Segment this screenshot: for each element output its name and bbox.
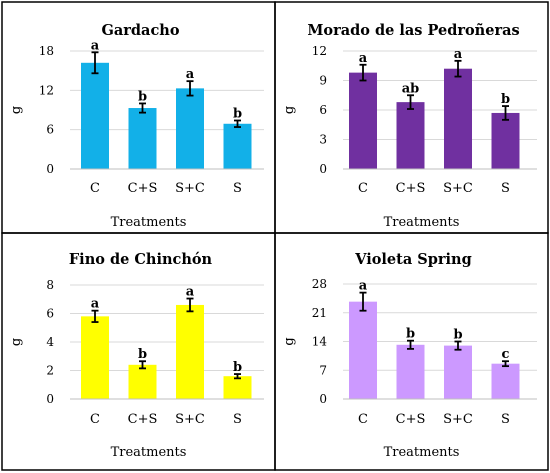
significance-letter: a [91,38,100,53]
x-tick-label: S+C [443,412,473,427]
y-axis-label: g [282,106,297,114]
x-tick-label: C [358,412,368,427]
x-tick-label: S [501,412,510,427]
chart-title: Gardacho [102,22,180,39]
y-tick-label: 6 [46,123,54,137]
bar [444,345,472,399]
x-tick-label: C [358,181,368,196]
y-tick-label: 6 [46,307,54,321]
x-tick-label: C [90,181,100,196]
bar [81,316,109,399]
bar [444,68,472,169]
x-tick-label: C [90,412,100,427]
chart-panel-1: Gardacho 0 6 12 18 g a Cb C+S a S+C b S Treatments [1,1,276,234]
x-tick-label: S [233,412,242,427]
significance-letter: a [186,285,195,300]
y-tick-label: 8 [46,278,54,292]
x-tick-label: S [501,181,510,196]
significance-letter: b [233,106,242,121]
bar [128,108,157,169]
y-tick-label: 0 [319,162,327,176]
y-tick-label: 12 [39,83,54,97]
significance-letter: c [502,347,510,362]
significance-letter: b [453,328,462,343]
x-axis-label: Treatments [111,445,187,460]
y-tick-label: 6 [319,103,327,117]
x-axis-label: Treatments [384,445,460,460]
y-tick-label: 0 [319,392,327,406]
significance-letter: a [359,51,368,66]
y-tick-label: 18 [39,44,54,58]
bar [223,376,252,399]
y-tick-label: 7 [319,363,327,377]
y-tick-label: 3 [319,133,327,147]
significance-letter: b [138,89,147,104]
x-tick-label: C+S [396,412,426,427]
y-axis-label: g [9,106,24,114]
bar [176,88,204,169]
x-tick-label: S+C [175,412,205,427]
chart-title: Morado de las Pedroñeras [307,22,519,39]
panel-border [274,232,549,471]
y-tick-label: 2 [46,364,54,378]
significance-letter: a [91,297,100,312]
y-tick-label: 14 [312,335,328,349]
bar [491,363,520,399]
significance-letter: b [138,347,147,362]
x-tick-label: C+S [128,181,158,196]
y-tick-label: 12 [312,44,327,58]
chart-title: Fino de Chinchón [69,251,213,268]
bar [128,364,157,399]
bar [81,62,109,169]
significance-letter: a [454,47,463,62]
y-tick-label: 21 [312,306,327,320]
x-axis-label: Treatments [384,215,460,230]
bar [491,112,520,169]
x-tick-label: S+C [175,181,205,196]
bar [349,72,377,169]
chart-title: Violeta Spring [354,251,472,268]
significance-letter: ab [402,81,420,96]
bar [349,301,377,399]
x-tick-label: C+S [128,412,158,427]
y-tick-label: 0 [46,162,54,176]
significance-letter: b [406,327,415,342]
y-tick-label: 28 [312,277,327,291]
bar [396,102,425,169]
y-tick-label: 4 [46,335,54,349]
y-axis-label: g [282,337,297,345]
bar [176,304,204,399]
bar [396,344,425,399]
significance-letter: a [359,279,368,294]
y-tick-label: 0 [46,392,54,406]
bar [223,123,252,169]
x-tick-label: S [233,181,242,196]
x-tick-label: C+S [396,181,426,196]
y-tick-label: 9 [319,74,327,88]
chart-panel-2: Morado de las Pedroñeras 0 3 6 9 12 g a Cab C+S a S… [274,1,549,234]
significance-letter: b [501,92,510,107]
x-axis-label: Treatments [111,215,187,230]
y-axis-label: g [9,338,24,346]
chart-panel-3: Fino de Chinchón 0 2 4 6 8 g a Cb C+S a S+C b S Treatm… [1,232,276,471]
significance-letter: a [186,67,195,82]
x-tick-label: S+C [443,181,473,196]
significance-letter: b [233,360,242,375]
chart-panel-4: Violeta Spring 0 7 14 21 28 g a Cb C+S b S+C c S Treat… [274,232,549,471]
